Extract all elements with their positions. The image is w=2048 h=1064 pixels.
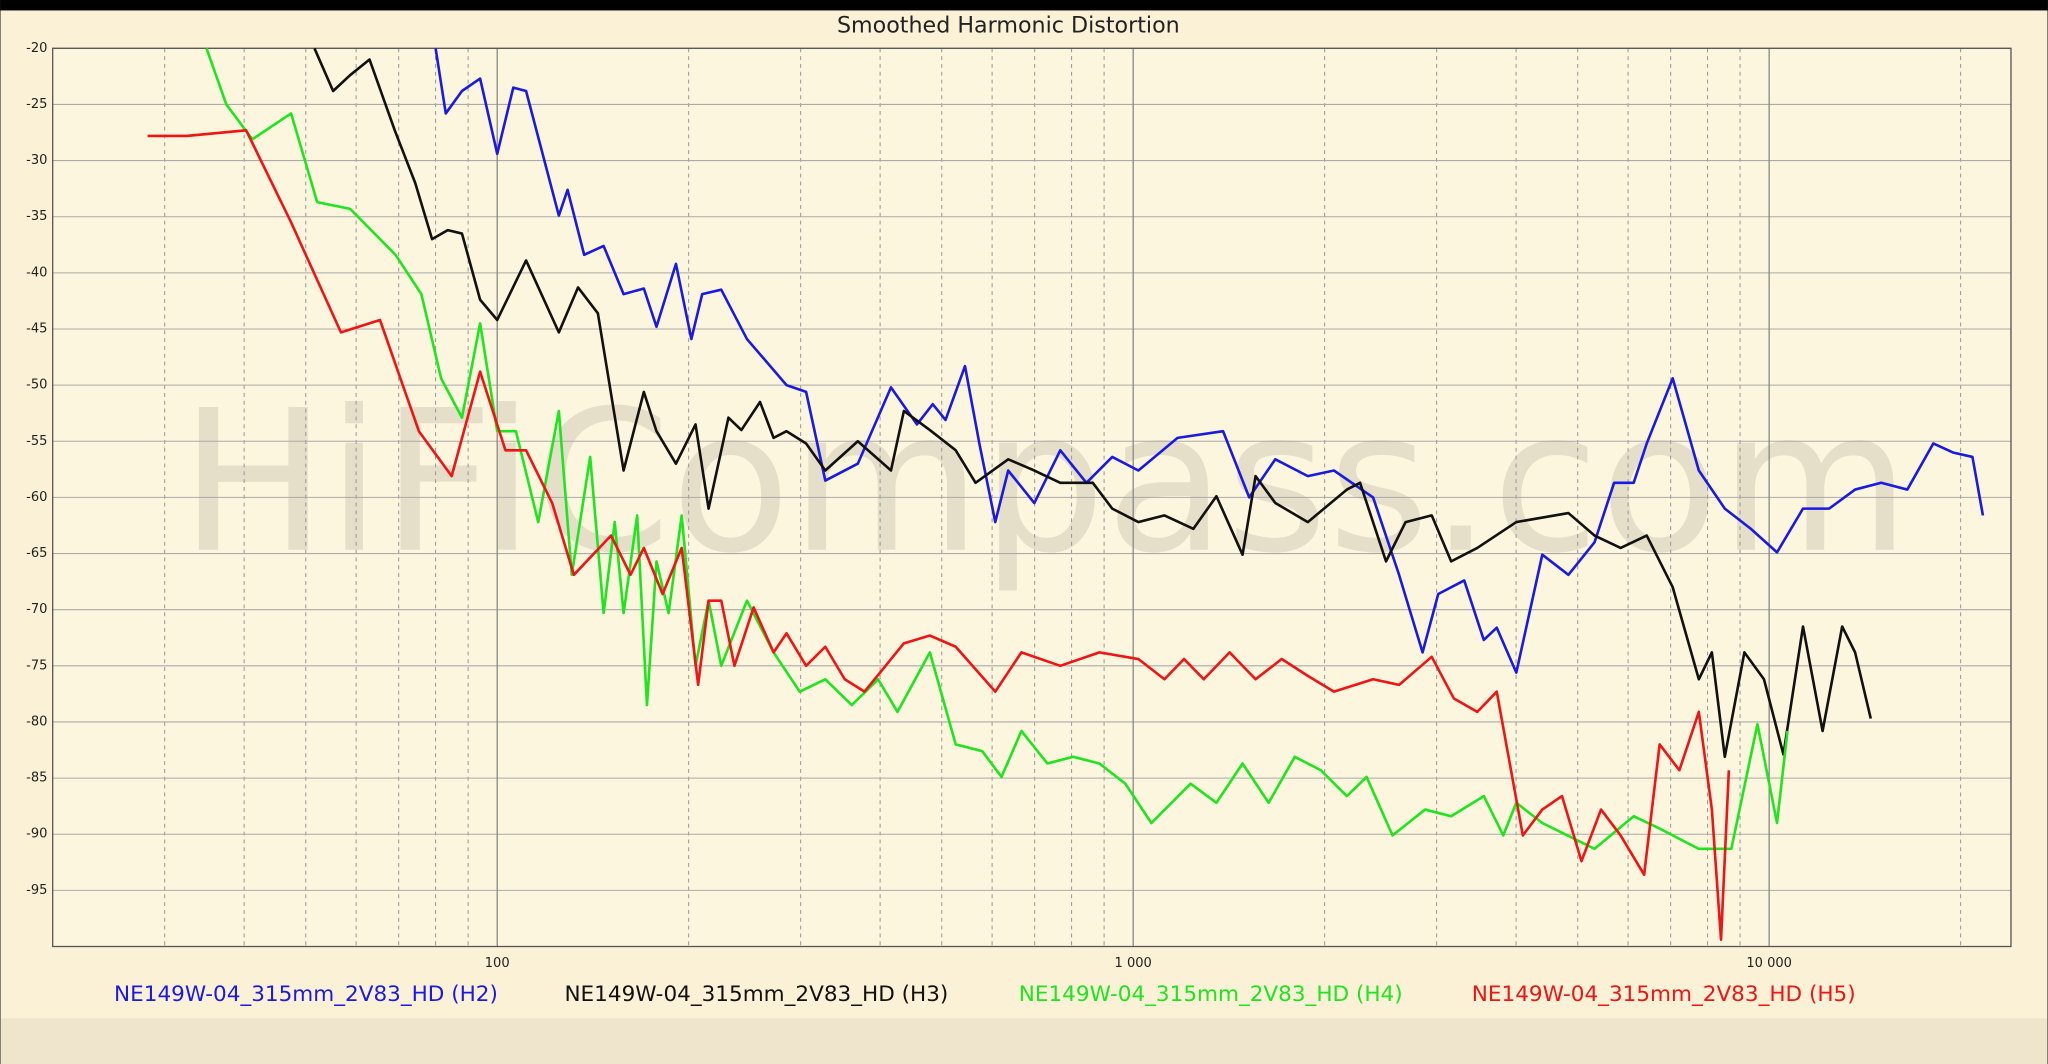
y-tick-label: -55 [26,434,47,449]
y-tick-label: -85 [26,771,47,786]
plot-frame [52,47,2012,948]
legend-entry: NE149W-04_315mm_2V83_HD (H5) [1472,982,1856,1007]
y-tick-label: -90 [26,827,47,842]
series-line [147,128,1731,942]
x-tick-label: 10 000 [1746,956,1792,971]
series-line [434,48,1985,674]
y-tick-label: -95 [26,883,47,898]
x-tick-label: 100 [485,956,510,971]
y-tick-label: -80 [26,714,47,729]
chart-title: Smoothed Harmonic Distortion [837,13,1180,39]
y-tick-label: -45 [26,321,47,336]
y-tick-label: -70 [26,602,47,617]
y-tick-label: -75 [26,658,47,673]
y-tick-label: -50 [26,378,47,393]
legend-entry: NE149W-04_315mm_2V83_HD (H2) [114,982,498,1007]
top-bar [0,0,2048,11]
y-tick-label: -40 [26,265,47,280]
series-line [313,47,1873,759]
y-tick-label: -60 [26,490,47,505]
y-tick-label: -30 [26,153,47,168]
legend-entry: NE149W-04_315mm_2V83_HD (H3) [564,982,948,1007]
y-tick-label: -20 [26,41,47,56]
y-tick-label: -35 [26,209,47,224]
legend-entry: NE149W-04_315mm_2V83_HD (H4) [1019,982,1403,1007]
x-tick-label: 1 000 [1115,956,1152,971]
y-tick-label: -25 [26,97,47,112]
bottom-band [0,1018,2048,1064]
y-tick-label: -65 [26,546,47,561]
